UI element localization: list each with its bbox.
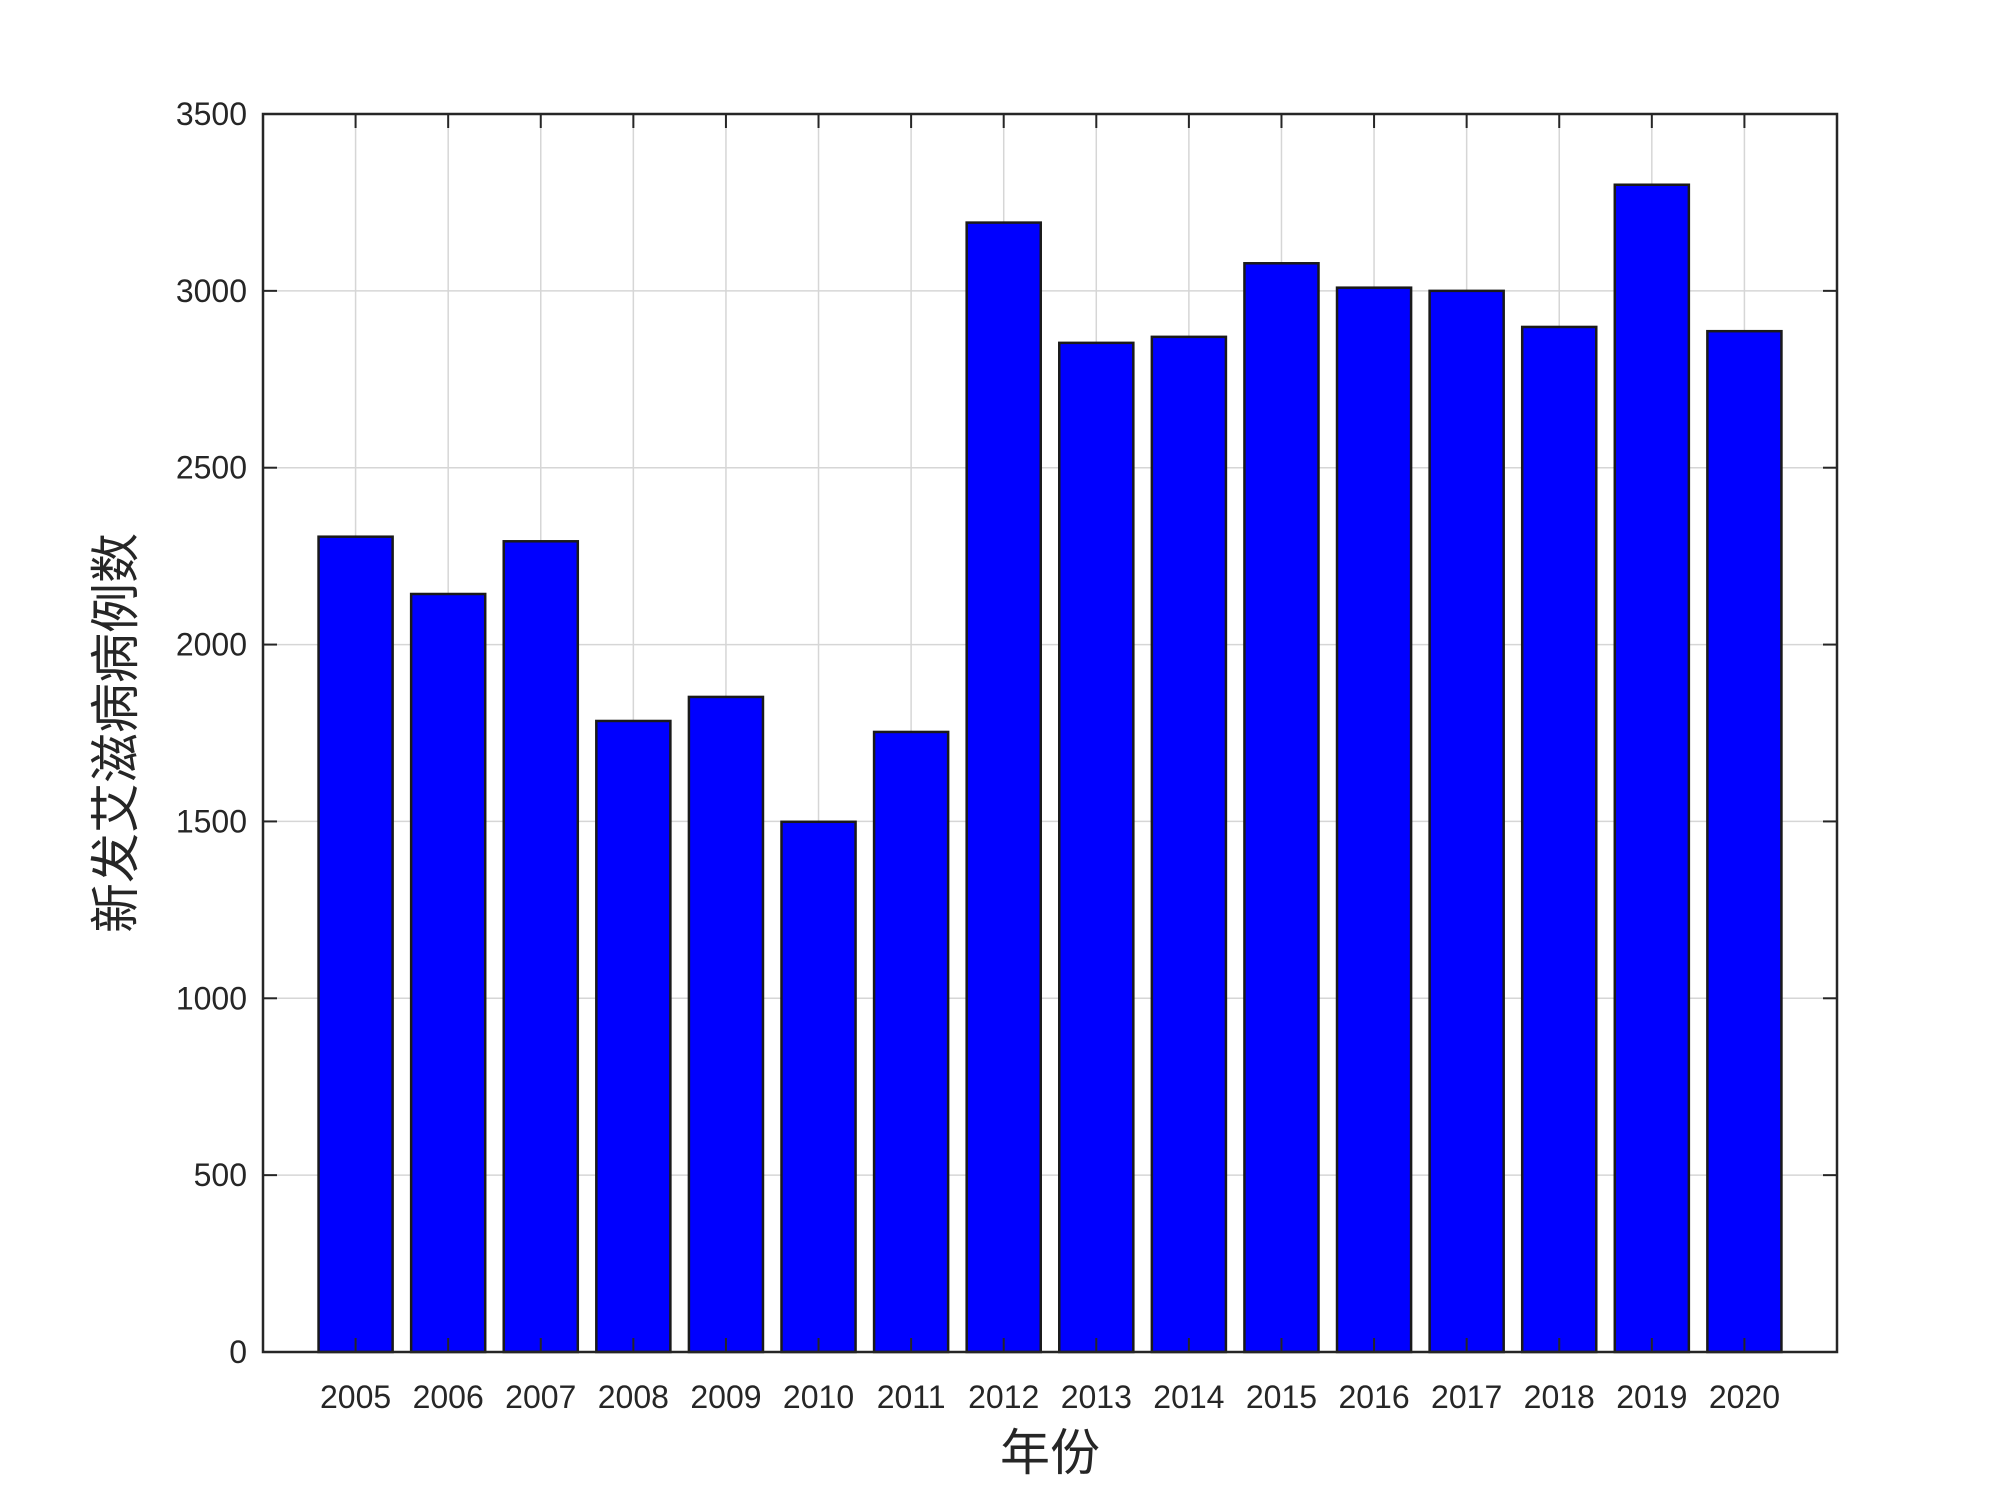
x-tick-label: 2006 [413, 1379, 484, 1415]
bar-2019 [1613, 183, 1691, 1354]
bar-2010 [780, 820, 857, 1354]
x-tick-label: 2010 [783, 1379, 854, 1415]
y-tick-label: 3500 [176, 96, 247, 132]
bar-2007 [502, 540, 580, 1354]
x-tick-label: 2017 [1431, 1379, 1502, 1415]
x-tick-label: 2019 [1616, 1379, 1687, 1415]
bar-2006 [409, 592, 487, 1354]
x-tick-label: 2015 [1246, 1379, 1317, 1415]
y-tick-label: 2500 [176, 450, 247, 486]
x-tick-label: 2008 [598, 1379, 669, 1415]
bar-2016 [1335, 286, 1413, 1354]
bar-2015 [1243, 262, 1320, 1354]
y-tick-label: 3000 [176, 273, 247, 309]
bar-2009 [687, 695, 765, 1354]
x-tick-label: 2005 [320, 1379, 391, 1415]
grid-lines [263, 114, 1837, 1352]
x-tick-label: 2018 [1524, 1379, 1595, 1415]
y-tick-labels: 0 500 1000 1500 2000 2500 3000 3500 [176, 96, 247, 1370]
x-tick-labels: 2005 2006 2007 2008 2009 2010 2011 2012 2013 2014… [320, 1379, 1780, 1415]
bars [317, 183, 1783, 1354]
bar-2011 [872, 730, 950, 1354]
x-tick-label: 2011 [877, 1379, 946, 1415]
y-tick-label: 0 [229, 1334, 247, 1370]
axes-box [261, 112, 1839, 1354]
bar-2020 [1706, 329, 1783, 1354]
y-tick-label: 1500 [176, 803, 247, 839]
bar-2013 [1058, 341, 1135, 1354]
y-tick-label: 2000 [176, 627, 247, 663]
y-tick-label: 1000 [176, 980, 247, 1016]
tick-marks [263, 113, 1837, 1353]
bar-2012 [965, 221, 1042, 1354]
x-axis-label: 年份 [1000, 1424, 1100, 1482]
x-tick-label: 2014 [1153, 1379, 1224, 1415]
x-tick-label: 2013 [1061, 1379, 1132, 1415]
bar-2018 [1520, 325, 1598, 1354]
bar-2017 [1428, 289, 1505, 1354]
y-axis-label: 新发艾滋病病例数 [87, 533, 145, 933]
x-tick-label: 2009 [690, 1379, 761, 1415]
bar-2005 [317, 535, 394, 1354]
bar-2008 [595, 719, 672, 1354]
x-tick-label: 2007 [505, 1379, 576, 1415]
x-tick-label: 2016 [1338, 1379, 1409, 1415]
y-tick-label: 500 [194, 1157, 247, 1193]
bar-2014 [1150, 335, 1228, 1354]
x-tick-label: 2012 [968, 1379, 1039, 1415]
x-tick-label: 2020 [1709, 1379, 1780, 1415]
